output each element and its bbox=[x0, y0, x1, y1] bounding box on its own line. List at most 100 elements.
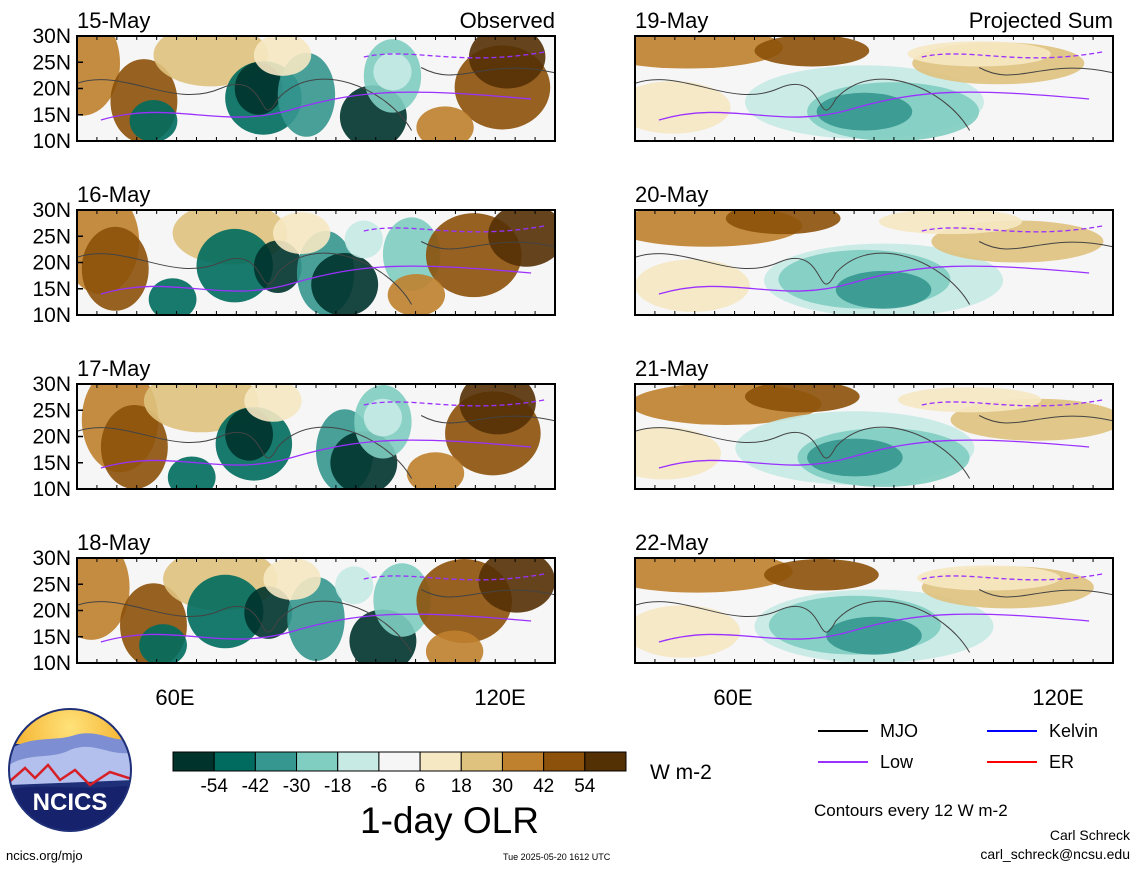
low-contour bbox=[658, 439, 1090, 469]
olr-shading bbox=[635, 36, 784, 69]
colorbar-swatch bbox=[460, 751, 503, 772]
low-contour bbox=[100, 91, 532, 121]
olr-shading bbox=[807, 438, 903, 477]
olr-shading bbox=[416, 106, 474, 141]
olr-shading bbox=[244, 384, 302, 422]
olr-shading bbox=[100, 405, 168, 489]
olr-shading bbox=[196, 228, 273, 303]
colorbar-swatch bbox=[501, 751, 545, 772]
olr-shading bbox=[826, 616, 922, 655]
olr-shading bbox=[725, 210, 841, 235]
y-tick-label: 25N bbox=[32, 573, 71, 596]
colorbar-label: -54 bbox=[200, 776, 228, 797]
colorbar-swatch bbox=[378, 751, 421, 772]
olr-shading bbox=[878, 210, 1023, 235]
coastline bbox=[635, 415, 1113, 479]
olr-shading bbox=[754, 36, 870, 67]
panel-grid: 15-May Observed 30N 25N 20N 15N 10N 16-May 30N 25… bbox=[32, 8, 1114, 675]
ncics-logo: NCICS bbox=[8, 708, 132, 832]
colorbar-swatch bbox=[254, 751, 298, 772]
olr-shading bbox=[167, 456, 216, 489]
colorbar-label: -6 bbox=[370, 776, 387, 797]
map-panel: 17-May 30N 25N 20N 15N 10N bbox=[32, 356, 556, 501]
panel-date: 16-May bbox=[77, 182, 150, 207]
y-tick-label: 20N bbox=[32, 600, 71, 623]
olr-shading bbox=[635, 81, 731, 134]
legend-label: ER bbox=[1049, 752, 1074, 772]
map-panel: 20-May bbox=[634, 182, 1114, 316]
low-contour-dashed bbox=[921, 573, 1104, 581]
olr-shading bbox=[635, 558, 793, 593]
olr-shading bbox=[816, 92, 913, 131]
olr-shading bbox=[253, 240, 302, 293]
olr-shading bbox=[234, 62, 283, 115]
panel-date: 19-May bbox=[635, 8, 708, 33]
olr-shading bbox=[387, 274, 446, 315]
olr-shading bbox=[244, 586, 293, 639]
olr-shading bbox=[129, 100, 178, 141]
coastline bbox=[77, 589, 555, 653]
colorbar-label: -42 bbox=[242, 776, 269, 797]
panel-date: 21-May bbox=[635, 356, 708, 381]
colorbar-swatch bbox=[172, 751, 215, 772]
y-tick-label: 10N bbox=[32, 304, 71, 327]
olr-shading bbox=[253, 36, 312, 76]
low-contour-dashed bbox=[921, 225, 1104, 233]
y-tick-label: 30N bbox=[32, 25, 71, 48]
units-label: W m-2 bbox=[650, 761, 712, 784]
legend: MJO Kelvin Low ER bbox=[818, 721, 1098, 772]
y-tick-label: 10N bbox=[32, 478, 71, 501]
y-tick-label: 30N bbox=[32, 373, 71, 396]
chart-title: 1-day OLR bbox=[360, 800, 539, 841]
colorbar-swatch bbox=[543, 751, 586, 772]
site-url[interactable]: ncics.org/mjo bbox=[6, 848, 83, 863]
olr-shading bbox=[373, 563, 431, 637]
coastline bbox=[635, 67, 1113, 131]
author-email[interactable]: carl_schreck@ncsu.edu bbox=[980, 846, 1130, 862]
colorbar-swatch bbox=[419, 751, 462, 772]
olr-shading bbox=[406, 452, 465, 489]
colorbar-label: -30 bbox=[283, 776, 310, 797]
panel-date: 18-May bbox=[77, 530, 150, 555]
low-contour-dashed bbox=[363, 573, 546, 581]
y-tick-label: 20N bbox=[32, 426, 71, 449]
y-tick-label: 30N bbox=[32, 199, 71, 222]
panel-date: 22-May bbox=[635, 530, 708, 555]
y-tick-label: 15N bbox=[32, 104, 71, 127]
coastline bbox=[77, 241, 555, 305]
coastline bbox=[635, 589, 1113, 653]
olr-shading bbox=[186, 574, 264, 649]
y-tick-label: 20N bbox=[32, 252, 71, 275]
x-tick-label: 120E bbox=[474, 685, 525, 710]
colorbar-label: 54 bbox=[574, 776, 596, 797]
column-label: Observed bbox=[460, 8, 555, 33]
olr-shading bbox=[907, 41, 1051, 67]
y-tick-label: 15N bbox=[32, 626, 71, 649]
map-panel: 16-May 30N 25N 20N 15N 10N bbox=[32, 182, 556, 327]
olr-shading bbox=[897, 387, 1042, 413]
author-name: Carl Schreck bbox=[1049, 827, 1130, 843]
coastline bbox=[77, 415, 555, 479]
map-panel: 22-May bbox=[634, 530, 1114, 664]
low-contour-dashed bbox=[363, 51, 546, 59]
panel-date: 20-May bbox=[635, 182, 708, 207]
olr-shading bbox=[263, 558, 321, 600]
colorbar-swatch bbox=[296, 751, 339, 772]
y-tick-label: 10N bbox=[32, 130, 71, 153]
y-tick-label: 25N bbox=[32, 225, 71, 248]
x-axis: 60E 120E 60E 120E bbox=[155, 685, 1083, 710]
colorbar-label: 18 bbox=[451, 776, 472, 797]
low-contour-dashed bbox=[921, 399, 1104, 407]
olr-shading bbox=[635, 427, 722, 480]
colorbar-swatch bbox=[337, 751, 380, 772]
colorbar-swatch bbox=[584, 751, 627, 772]
low-contour bbox=[658, 91, 1090, 121]
olr-shading bbox=[81, 226, 149, 311]
logo-text: NCICS bbox=[33, 789, 108, 816]
y-tick-label: 25N bbox=[32, 399, 71, 422]
olr-shading bbox=[635, 259, 750, 312]
colorbar-label: 42 bbox=[533, 776, 554, 797]
low-contour bbox=[100, 613, 532, 643]
olr-shading bbox=[272, 212, 331, 255]
low-contour-dashed bbox=[363, 399, 546, 407]
